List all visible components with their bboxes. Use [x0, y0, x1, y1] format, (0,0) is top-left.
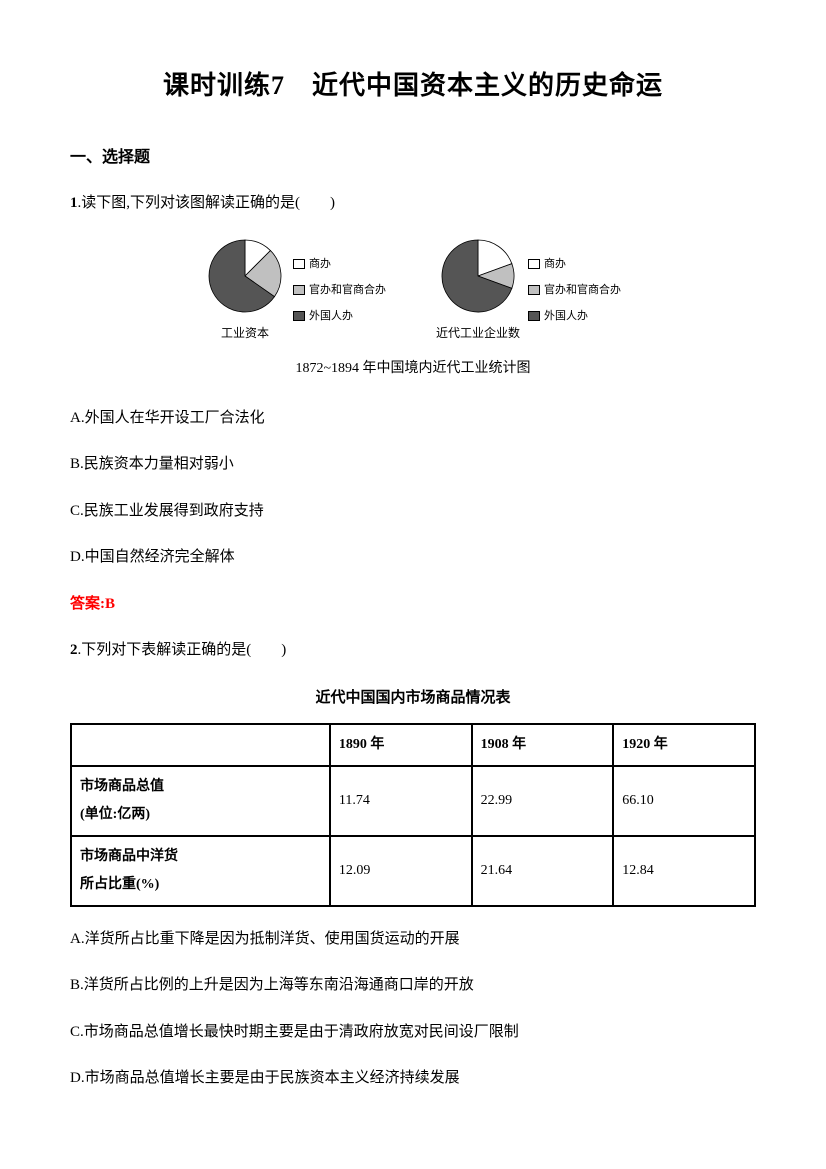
chart-group-2: 近代工业企业数 商办官办和官商合办外国人办	[436, 236, 621, 345]
cell: 11.74	[330, 766, 472, 836]
pie-2-label: 近代工业企业数	[436, 321, 520, 345]
q1-option-a: A.外国人在华开设工厂合法化	[70, 401, 756, 436]
q2-option-c: C.市场商品总值增长最快时期主要是由于清政府放宽对民间设厂限制	[70, 1015, 756, 1050]
pie-chart-1	[205, 236, 285, 316]
pie-2-wrapper: 近代工业企业数	[436, 236, 520, 345]
legend-swatch	[528, 285, 540, 295]
row-1-header: 市场商品总值(单位:亿两)	[71, 766, 330, 836]
legend-label: 外国人办	[309, 305, 353, 327]
legend-swatch	[528, 311, 540, 321]
legend-swatch	[293, 259, 305, 269]
chart-container: 工业资本 商办官办和官商合办外国人办 近代工业企业数 商办官办和官商合办外国人办	[70, 236, 756, 345]
table-title: 近代中国国内市场商品情况表	[70, 683, 756, 713]
cell: 21.64	[472, 836, 614, 906]
table-row: 市场商品总值(单位:亿两) 11.74 22.99 66.10	[71, 766, 755, 836]
legend-item: 官办和官商合办	[528, 279, 621, 301]
cell: 12.09	[330, 836, 472, 906]
table-row: 市场商品中洋货所占比重(%) 12.09 21.64 12.84	[71, 836, 755, 906]
legend-item: 外国人办	[528, 305, 621, 327]
row-2-header: 市场商品中洋货所占比重(%)	[71, 836, 330, 906]
section-heading: 一、选择题	[70, 142, 756, 174]
legend-item: 商办	[293, 253, 386, 275]
question-2: 2.下列对下表解读正确的是( )	[70, 633, 756, 668]
page-title: 课时训练7 近代中国资本主义的历史命运	[70, 60, 756, 112]
col-1908: 1908 年	[472, 724, 614, 766]
legend-label: 官办和官商合办	[309, 279, 386, 301]
col-1920: 1920 年	[613, 724, 755, 766]
col-empty	[71, 724, 330, 766]
q1-option-b: B.民族资本力量相对弱小	[70, 447, 756, 482]
q2-option-a: A.洋货所占比重下降是因为抵制洋货、使用国货运动的开展	[70, 922, 756, 957]
table-header-row: 1890 年 1908 年 1920 年	[71, 724, 755, 766]
legend-swatch	[293, 311, 305, 321]
q2-text: .下列对下表解读正确的是( )	[78, 642, 287, 658]
legend-2: 商办官办和官商合办外国人办	[528, 253, 621, 327]
answer-value: B	[105, 596, 115, 612]
chart-caption: 1872~1894 年中国境内近代工业统计图	[70, 355, 756, 383]
q2-option-b: B.洋货所占比例的上升是因为上海等东南沿海通商口岸的开放	[70, 968, 756, 1003]
legend-label: 商办	[309, 253, 331, 275]
pie-1-wrapper: 工业资本	[205, 236, 285, 345]
legend-item: 官办和官商合办	[293, 279, 386, 301]
legend-swatch	[528, 259, 540, 269]
col-1890: 1890 年	[330, 724, 472, 766]
chart-group-1: 工业资本 商办官办和官商合办外国人办	[205, 236, 386, 345]
legend-item: 外国人办	[293, 305, 386, 327]
cell: 22.99	[472, 766, 614, 836]
question-1: 1.读下图,下列对该图解读正确的是( )	[70, 186, 756, 221]
q1-number: 1	[70, 195, 78, 211]
legend-1: 商办官办和官商合办外国人办	[293, 253, 386, 327]
answer-label: 答案:	[70, 596, 105, 612]
legend-label: 商办	[544, 253, 566, 275]
q1-option-c: C.民族工业发展得到政府支持	[70, 494, 756, 529]
pie-1-label: 工业资本	[221, 321, 269, 345]
cell: 66.10	[613, 766, 755, 836]
legend-label: 外国人办	[544, 305, 588, 327]
data-table: 1890 年 1908 年 1920 年 市场商品总值(单位:亿两) 11.74…	[70, 723, 756, 907]
legend-item: 商办	[528, 253, 621, 275]
cell: 12.84	[613, 836, 755, 906]
q1-answer: 答案:B	[70, 587, 756, 622]
q1-option-d: D.中国自然经济完全解体	[70, 540, 756, 575]
pie-chart-2	[438, 236, 518, 316]
legend-label: 官办和官商合办	[544, 279, 621, 301]
legend-swatch	[293, 285, 305, 295]
q1-text: .读下图,下列对该图解读正确的是( )	[78, 195, 336, 211]
q2-number: 2	[70, 642, 78, 658]
q2-option-d: D.市场商品总值增长主要是由于民族资本主义经济持续发展	[70, 1061, 756, 1096]
